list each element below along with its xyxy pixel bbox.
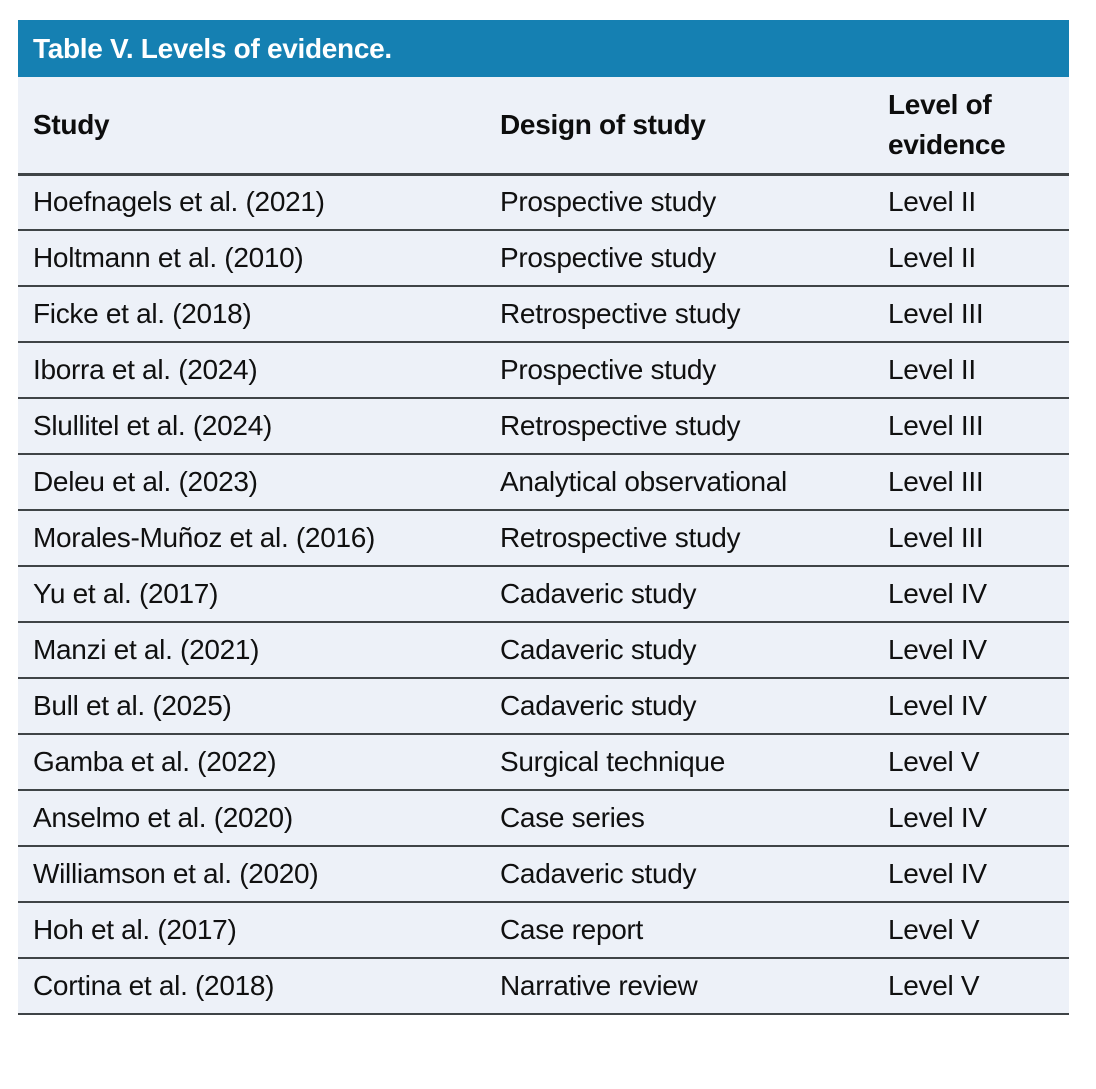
evidence-table: Study Design of study Level of evidence …	[18, 77, 1069, 1015]
table-row: Williamson et al. (2020) Cadaveric study L…	[18, 846, 1069, 903]
evidence-cell: Level V	[872, 902, 1069, 959]
table-row: Gamba et al. (2022) Surgical technique Lev…	[18, 734, 1069, 791]
column-header-level: Level of evidence	[872, 77, 1069, 176]
design-cell: Cadaveric study	[490, 846, 872, 903]
evidence-cell: Level V	[872, 958, 1069, 1015]
study-cell: Cortina et al. (2018)	[18, 958, 490, 1015]
column-header-design: Design of study	[490, 77, 872, 176]
design-cell: Cadaveric study	[490, 622, 872, 679]
table-title-bar: Table V. Levels of evidence.	[18, 20, 1069, 77]
design-cell: Surgical technique	[490, 734, 872, 791]
study-cell: Hoefnagels et al. (2021)	[18, 174, 490, 231]
design-cell: Case series	[490, 790, 872, 847]
evidence-cell: Level II	[872, 174, 1069, 231]
evidence-table-card: Table V. Levels of evidence. Study Desig…	[18, 20, 1069, 1015]
study-cell: Slullitel et al. (2024)	[18, 398, 490, 455]
table-body: Hoefnagels et al. (2021) Prospective stud…	[18, 174, 1069, 1015]
table-row: Deleu et al. (2023) Analytical observatio…	[18, 454, 1069, 511]
evidence-cell: Level III	[872, 398, 1069, 455]
table-row: Morales-Muñoz et al. (2016) Retrospective…	[18, 510, 1069, 567]
evidence-cell: Level IV	[872, 678, 1069, 735]
design-cell: Retrospective study	[490, 510, 872, 567]
table-row: Holtmann et al. (2010) Prospective study L…	[18, 230, 1069, 287]
design-cell: Retrospective study	[490, 286, 872, 343]
design-cell: Prospective study	[490, 174, 872, 231]
design-cell: Prospective study	[490, 342, 872, 399]
table-row: Iborra et al. (2024) Prospective study Lev…	[18, 342, 1069, 399]
table-row: Manzi et al. (2021) Cadaveric study Level …	[18, 622, 1069, 679]
evidence-cell: Level IV	[872, 790, 1069, 847]
study-cell: Yu et al. (2017)	[18, 566, 490, 623]
study-cell: Manzi et al. (2021)	[18, 622, 490, 679]
design-cell: Cadaveric study	[490, 566, 872, 623]
table-row: Cortina et al. (2018) Narrative review Lev…	[18, 958, 1069, 1015]
evidence-cell: Level II	[872, 342, 1069, 399]
table-row: Anselmo et al. (2020) Case series Level IV	[18, 790, 1069, 847]
evidence-cell: Level III	[872, 454, 1069, 511]
study-cell: Anselmo et al. (2020)	[18, 790, 490, 847]
study-cell: Morales-Muñoz et al. (2016)	[18, 510, 490, 567]
design-cell: Narrative review	[490, 958, 872, 1015]
design-cell: Case report	[490, 902, 872, 959]
study-cell: Deleu et al. (2023)	[18, 454, 490, 511]
study-cell: Holtmann et al. (2010)	[18, 230, 490, 287]
design-cell: Analytical observational	[490, 454, 872, 511]
column-header-study: Study	[18, 77, 490, 176]
table-row: Slullitel et al. (2024) Retrospective stu…	[18, 398, 1069, 455]
table-row: Ficke et al. (2018) Retrospective study Le…	[18, 286, 1069, 343]
evidence-cell: Level V	[872, 734, 1069, 791]
study-cell: Hoh et al. (2017)	[18, 902, 490, 959]
table-row: Hoh et al. (2017) Case report Level V	[18, 902, 1069, 959]
evidence-cell: Level II	[872, 230, 1069, 287]
study-cell: Iborra et al. (2024)	[18, 342, 490, 399]
table-row: Bull et al. (2025) Cadaveric study Level I…	[18, 678, 1069, 735]
study-cell: Ficke et al. (2018)	[18, 286, 490, 343]
design-cell: Cadaveric study	[490, 678, 872, 735]
evidence-cell: Level IV	[872, 846, 1069, 903]
study-cell: Bull et al. (2025)	[18, 678, 490, 735]
table-row: Yu et al. (2017) Cadaveric study Level IV	[18, 566, 1069, 623]
evidence-cell: Level IV	[872, 566, 1069, 623]
design-cell: Retrospective study	[490, 398, 872, 455]
evidence-cell: Level IV	[872, 622, 1069, 679]
study-cell: Gamba et al. (2022)	[18, 734, 490, 791]
header-row: Study Design of study Level of evidence	[18, 77, 1069, 176]
evidence-cell: Level III	[872, 510, 1069, 567]
study-cell: Williamson et al. (2020)	[18, 846, 490, 903]
table-row: Hoefnagels et al. (2021) Prospective stud…	[18, 174, 1069, 231]
table-title: Table V. Levels of evidence.	[33, 32, 392, 64]
evidence-cell: Level III	[872, 286, 1069, 343]
design-cell: Prospective study	[490, 230, 872, 287]
table-header: Study Design of study Level of evidence	[18, 77, 1069, 176]
